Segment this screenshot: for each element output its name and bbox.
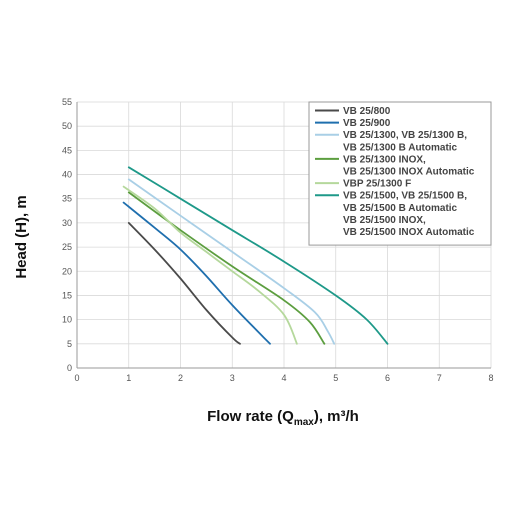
legend-entry-6: VB 25/1500 INOX Automatic bbox=[343, 227, 475, 238]
axis-titles: Head (H), m Flow rate (Qmax), m³/h bbox=[13, 195, 359, 428]
legend-box bbox=[308, 101, 492, 246]
y-tick-label: 35 bbox=[62, 194, 72, 204]
x-tick-label: 0 bbox=[74, 373, 79, 383]
x-tick-label: 4 bbox=[281, 373, 286, 383]
legend-entry-3: VB 25/1300 B Automatic bbox=[343, 142, 458, 153]
legend-entry-1: VB 25/800 bbox=[343, 106, 391, 117]
legend-entry-5: VBP 25/1300 F bbox=[343, 179, 411, 190]
series-line-5 bbox=[122, 185, 298, 345]
x-axis-title-main: Flow rate (Q bbox=[207, 408, 294, 425]
x-tick-label: 8 bbox=[488, 373, 493, 383]
y-tick-label: 0 bbox=[67, 363, 72, 373]
x-tick-label: 1 bbox=[126, 373, 131, 383]
series-line-6 bbox=[127, 166, 389, 345]
series-line-3 bbox=[127, 178, 336, 345]
x-axis-title: Flow rate (Qmax), m³/h bbox=[207, 408, 359, 428]
legend-entry-3: VB 25/1300, VB 25/1300 B, bbox=[343, 130, 467, 141]
legend-entry-4: VB 25/1300 INOX Automatic bbox=[343, 167, 475, 178]
x-tick-label: 6 bbox=[385, 373, 390, 383]
y-tick-label: 5 bbox=[67, 339, 72, 349]
legend-entry-4: VB 25/1300 INOX, bbox=[343, 154, 426, 165]
chart-series bbox=[122, 166, 389, 345]
x-axis-title-subscript: max bbox=[294, 417, 314, 428]
series-line-1 bbox=[127, 222, 241, 345]
x-tick-label: 5 bbox=[333, 373, 338, 383]
x-axis-title-tail: ), m³/h bbox=[314, 408, 359, 425]
y-tick-label: 45 bbox=[62, 145, 72, 155]
series-line-2 bbox=[122, 201, 271, 345]
y-tick-label: 15 bbox=[62, 290, 72, 300]
legend-entry-6: VB 25/1500 INOX, bbox=[343, 215, 426, 226]
y-axis-title: Head (H), m bbox=[13, 195, 30, 278]
y-tick-label: 20 bbox=[62, 266, 72, 276]
y-tick-label: 50 bbox=[62, 121, 72, 131]
y-tick-label: 40 bbox=[62, 170, 72, 180]
x-tick-label: 3 bbox=[230, 373, 235, 383]
y-tick-label: 25 bbox=[62, 242, 72, 252]
x-tick-label: 2 bbox=[178, 373, 183, 383]
y-tick-label: 55 bbox=[62, 97, 72, 107]
y-tick-label: 30 bbox=[62, 218, 72, 228]
legend-entry-6: VB 25/1500, VB 25/1500 B, bbox=[343, 191, 467, 202]
legend-entry-6: VB 25/1500 B Automatic bbox=[343, 203, 458, 214]
x-tick-label: 7 bbox=[437, 373, 442, 383]
y-tick-label: 10 bbox=[62, 315, 72, 325]
legend-entry-2: VB 25/900 bbox=[343, 118, 391, 129]
